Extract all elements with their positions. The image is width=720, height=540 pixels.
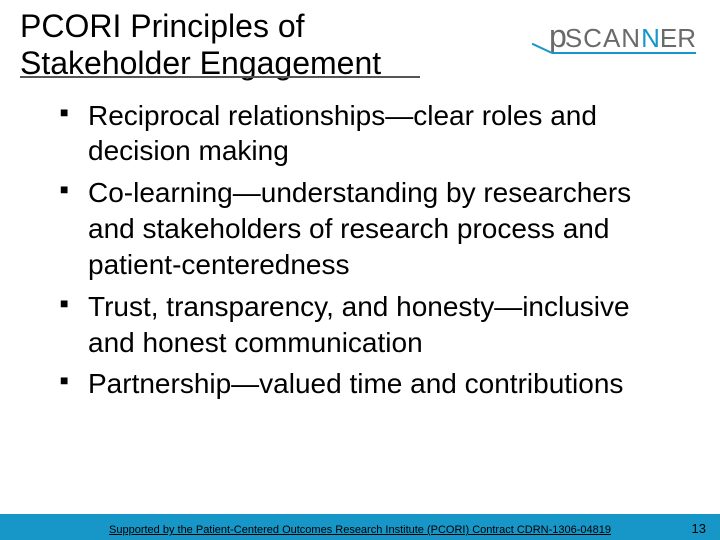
body: Reciprocal relationships—clear roles and… bbox=[0, 82, 720, 403]
footer-text: Supported by the Patient-Centered Outcom… bbox=[0, 524, 720, 536]
title-underline bbox=[20, 76, 420, 78]
bullet-item: Co-learning—understanding by researchers… bbox=[60, 175, 660, 282]
logo-n: N bbox=[641, 23, 660, 54]
logo-er: ER bbox=[660, 23, 696, 54]
bullet-item: Trust, transparency, and honesty—inclusi… bbox=[60, 289, 660, 361]
logo-underline bbox=[552, 52, 696, 54]
header: PCORI Principles of Stakeholder Engageme… bbox=[0, 0, 720, 82]
slide: PCORI Principles of Stakeholder Engageme… bbox=[0, 0, 720, 540]
logo-scan: SCAN bbox=[565, 23, 641, 54]
pscanner-logo: p SCAN N ER bbox=[549, 18, 696, 55]
page-title: PCORI Principles of Stakeholder Engageme… bbox=[20, 8, 440, 82]
bullet-item: Partnership—valued time and contribution… bbox=[60, 366, 660, 402]
page-number: 13 bbox=[692, 521, 706, 536]
bullet-list: Reciprocal relationships—clear roles and… bbox=[60, 98, 660, 403]
bullet-item: Reciprocal relationships—clear roles and… bbox=[60, 98, 660, 170]
